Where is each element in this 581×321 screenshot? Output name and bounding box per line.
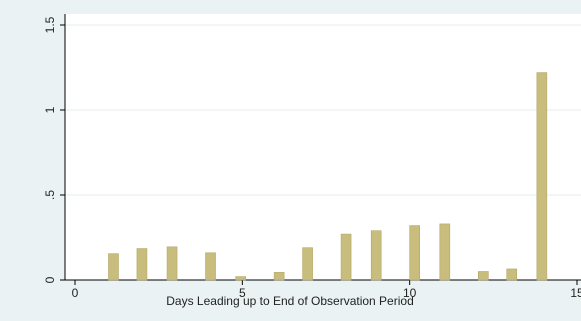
x-tick-label: 0 bbox=[72, 286, 79, 300]
bar bbox=[439, 223, 451, 281]
x-tick-label: 5 bbox=[239, 286, 246, 300]
bar bbox=[477, 271, 489, 281]
bar bbox=[409, 225, 420, 281]
bar bbox=[108, 253, 119, 281]
y-tick-label: 1 bbox=[43, 106, 57, 113]
x-axis-label: Days Leading up to End of Observation Pe… bbox=[166, 294, 414, 308]
x-tick-label: 10 bbox=[403, 286, 417, 300]
bar bbox=[235, 276, 246, 281]
y-tick-label: 1.5 bbox=[43, 16, 57, 33]
y-tick-label: 0 bbox=[43, 276, 57, 283]
y-tick-label: .5 bbox=[43, 190, 57, 200]
bar bbox=[370, 230, 382, 281]
bar bbox=[302, 247, 313, 281]
plot-area bbox=[65, 14, 581, 280]
bar bbox=[205, 252, 216, 281]
bar bbox=[506, 268, 518, 281]
bar bbox=[166, 246, 178, 281]
bar bbox=[273, 272, 285, 281]
x-tick-label: 15 bbox=[570, 286, 581, 300]
bar bbox=[340, 233, 352, 281]
bar bbox=[536, 72, 548, 281]
bar bbox=[136, 248, 148, 281]
